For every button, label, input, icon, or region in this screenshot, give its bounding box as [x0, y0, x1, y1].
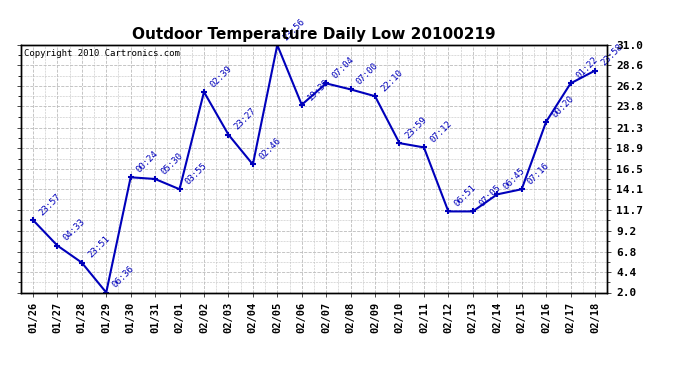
Text: 01:22: 01:22 [575, 55, 600, 81]
Text: 05:30: 05:30 [159, 151, 185, 176]
Text: 06:36: 06:36 [110, 264, 136, 290]
Text: 06:45: 06:45 [502, 166, 526, 192]
Text: Copyright 2010 Cartronics.com: Copyright 2010 Cartronics.com [23, 49, 179, 58]
Text: 07:00: 07:00 [355, 61, 380, 87]
Text: 02:46: 02:46 [257, 136, 282, 162]
Text: 07:16: 07:16 [526, 161, 551, 186]
Text: 23:51: 23:51 [86, 234, 111, 260]
Text: 07:04: 07:04 [331, 55, 356, 81]
Text: 23:27: 23:27 [233, 106, 258, 132]
Text: 00:20: 00:20 [550, 94, 575, 119]
Text: 23:58: 23:58 [599, 42, 624, 68]
Text: 03:55: 03:55 [184, 161, 209, 186]
Text: 23:56: 23:56 [282, 17, 307, 42]
Text: 23:57: 23:57 [37, 192, 63, 217]
Text: 04:33: 04:33 [61, 217, 87, 243]
Text: 23:59: 23:59 [404, 115, 429, 140]
Text: 07:12: 07:12 [428, 119, 453, 145]
Text: 06:51: 06:51 [453, 183, 478, 209]
Text: 22:10: 22:10 [380, 68, 404, 93]
Text: 00:24: 00:24 [135, 149, 160, 174]
Title: Outdoor Temperature Daily Low 20100219: Outdoor Temperature Daily Low 20100219 [132, 27, 495, 42]
Text: 07:05: 07:05 [477, 183, 502, 209]
Text: 19:39: 19:39 [306, 76, 331, 102]
Text: 02:39: 02:39 [208, 64, 233, 89]
